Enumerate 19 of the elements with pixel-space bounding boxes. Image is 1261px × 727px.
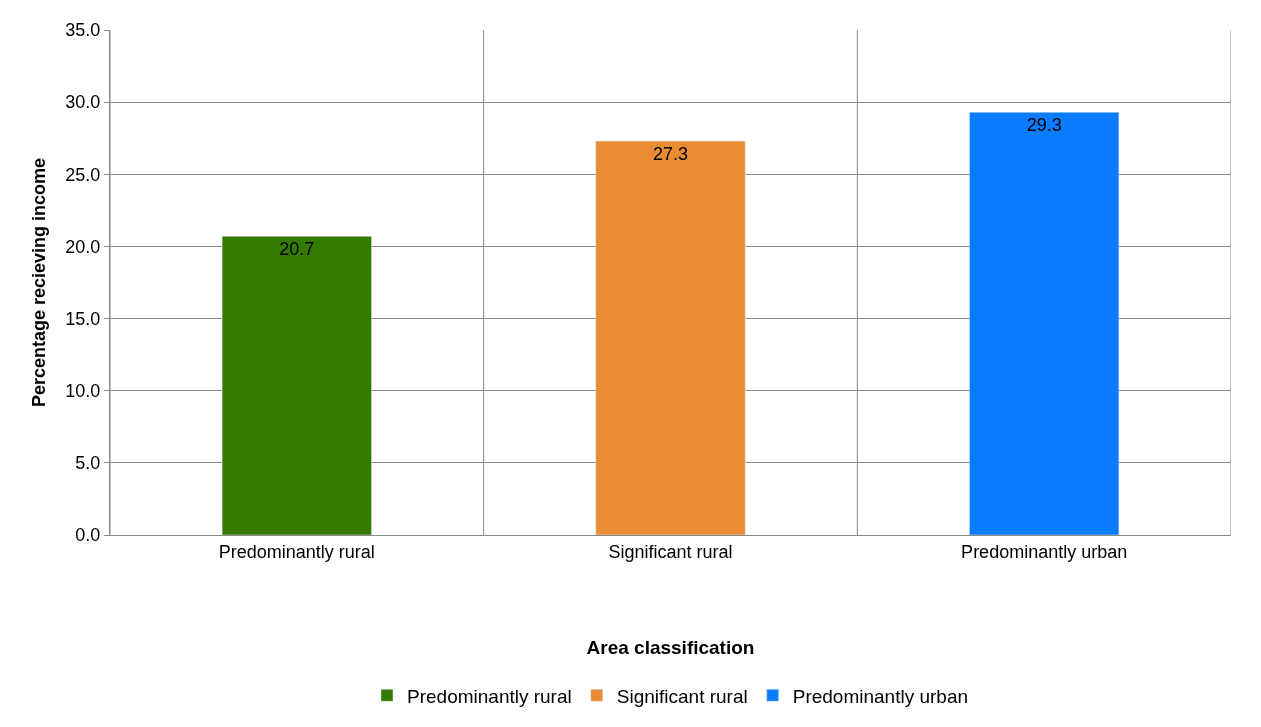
y-tick-label: 30.0 <box>65 92 101 113</box>
y-tick-label: 0.0 <box>75 525 101 546</box>
y-axis-title: Percentage recieving income <box>28 157 49 408</box>
x-tick-label: Predominantly rural <box>218 541 375 562</box>
data-label: 20.7 <box>279 239 315 260</box>
y-tick-label: 10.0 <box>65 381 101 402</box>
y-tick-label: 25.0 <box>65 164 101 185</box>
legend-label: Significant rural <box>616 685 748 707</box>
y-tick-label: 20.0 <box>65 236 101 257</box>
data-label: 27.3 <box>652 144 689 165</box>
x-axis-title: Area classification <box>586 637 755 659</box>
legend-label: Predominantly rural <box>407 685 572 707</box>
y-tick-label: 15.0 <box>65 308 101 329</box>
data-label: 29.3 <box>1026 115 1062 136</box>
x-tick-label: Significant rural <box>608 541 733 562</box>
y-tick-label: 35.0 <box>65 20 101 41</box>
x-tick-label: Predominantly urban <box>961 541 1128 562</box>
y-tick-label: 5.0 <box>75 453 101 474</box>
legend-label: Predominantly urban <box>792 685 969 707</box>
